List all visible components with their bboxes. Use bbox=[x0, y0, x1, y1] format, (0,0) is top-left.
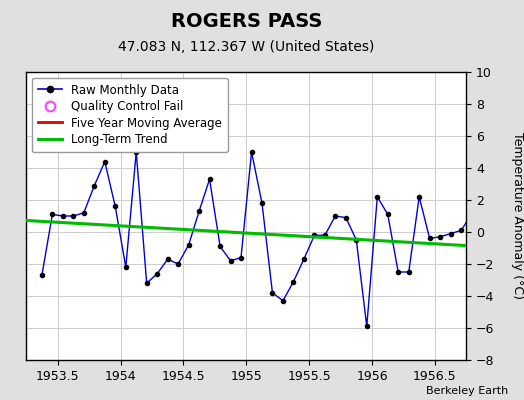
Text: ROGERS PASS: ROGERS PASS bbox=[171, 12, 322, 31]
Y-axis label: Temperature Anomaly (°C): Temperature Anomaly (°C) bbox=[511, 132, 524, 300]
Legend: Raw Monthly Data, Quality Control Fail, Five Year Moving Average, Long-Term Tren: Raw Monthly Data, Quality Control Fail, … bbox=[32, 78, 228, 152]
Text: 47.083 N, 112.367 W (United States): 47.083 N, 112.367 W (United States) bbox=[118, 40, 375, 54]
Text: Berkeley Earth: Berkeley Earth bbox=[426, 386, 508, 396]
